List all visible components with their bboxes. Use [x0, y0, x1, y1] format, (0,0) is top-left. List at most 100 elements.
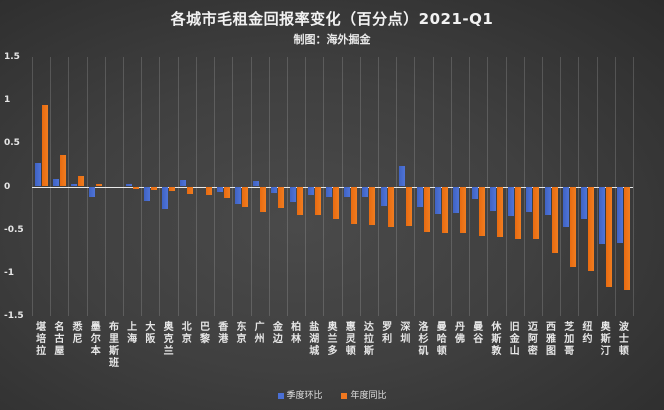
bar-yoy — [78, 176, 85, 187]
bar-qoq — [234, 186, 241, 204]
bar-qoq — [344, 186, 351, 197]
bar-qoq — [526, 186, 533, 213]
y-tick-label: 1 — [4, 95, 11, 106]
bar-yoy — [333, 186, 339, 220]
bar-qoq — [489, 186, 496, 211]
legend: 季度环比 年度同比 — [0, 388, 664, 401]
x-tick-label: 堪培拉 — [36, 322, 47, 357]
x-tick-label: 曼哈顿 — [436, 322, 447, 357]
x-tick-label: 巴黎 — [200, 322, 210, 345]
bar-qoq — [398, 165, 405, 187]
bar-yoy — [369, 186, 376, 226]
bar-yoy — [96, 183, 103, 187]
bar-qoq — [216, 186, 223, 192]
bar-yoy — [442, 186, 449, 234]
y-tick-label: 0 — [4, 181, 11, 192]
bar-yoy — [205, 186, 212, 196]
bar-yoy — [223, 186, 230, 198]
bar-yoy — [150, 186, 157, 190]
bar-yoy — [496, 186, 503, 238]
bar-qoq — [380, 186, 387, 207]
x-tick-label: 广州 — [254, 322, 265, 345]
bar-qoq — [125, 183, 132, 187]
bar-yoy — [387, 186, 394, 228]
bar-qoq — [362, 186, 369, 197]
bar-qoq — [89, 186, 96, 197]
bar-qoq — [271, 186, 278, 193]
bar-qoq — [253, 181, 260, 187]
legend-swatch-blue — [277, 392, 284, 399]
x-tick-label: 北京 — [181, 322, 192, 345]
bar-yoy — [478, 186, 485, 236]
bar-yoy — [260, 186, 267, 212]
x-tick-label: 休斯敦 — [491, 322, 502, 357]
chart-title: 各城市毛租金回报率变化（百分点）2021-Q1 — [170, 10, 494, 28]
bar-yoy — [587, 186, 594, 272]
bar-yoy — [132, 186, 139, 190]
x-tick-label: 悉尼 — [72, 322, 83, 345]
x-tick-label: 芝加哥 — [564, 322, 575, 357]
bar-qoq — [599, 186, 606, 245]
x-tick-label: 西雅图 — [546, 322, 557, 357]
x-tick-label: 金边 — [272, 322, 283, 345]
x-tick-label: 柏林 — [291, 322, 302, 345]
x-tick-label: 大阪 — [145, 322, 156, 345]
bar-qoq — [471, 186, 478, 199]
bar-yoy — [551, 186, 558, 253]
bar-yoy — [569, 186, 576, 267]
x-tick-label: 丹佛 — [454, 322, 465, 345]
bar-qoq — [617, 186, 624, 244]
x-tick-label: 惠灵顿 — [345, 322, 356, 357]
bar-yoy — [114, 186, 121, 187]
bar-yoy — [624, 186, 631, 291]
x-tick-label: 波士顿 — [618, 322, 629, 357]
bar-yoy — [41, 105, 48, 187]
legend-item-yoy: 年度同比 — [341, 388, 386, 401]
gridline — [633, 57, 634, 316]
x-tick-label: 纽约 — [582, 322, 593, 345]
x-tick-label: 洛杉矶 — [418, 322, 429, 357]
x-tick-label: 东京 — [236, 322, 247, 345]
bar-yoy — [515, 186, 522, 240]
bar-qoq — [143, 186, 150, 202]
chart-subtitle: 制图：海外掘金 — [293, 33, 371, 46]
bar-qoq — [180, 179, 187, 187]
y-tick-label: -1.5 — [4, 311, 24, 321]
x-tick-label: 香港 — [218, 322, 229, 345]
y-tick-label: 1.5 — [4, 52, 20, 62]
bar-qoq — [453, 186, 460, 214]
bar-qoq — [289, 186, 296, 203]
bar-qoq — [435, 186, 442, 215]
legend-item-qoq: 季度环比 — [277, 388, 323, 401]
bar-yoy — [278, 186, 285, 209]
x-tick-label: 墨尔本 — [90, 322, 101, 357]
bar-yoy — [314, 186, 321, 215]
zero-line — [32, 186, 633, 188]
y-tick-label: -1 — [4, 267, 14, 278]
bar-qoq — [162, 186, 169, 209]
x-tick-label: 罗利 — [382, 322, 393, 345]
legend-swatch-orange — [341, 392, 348, 399]
bar-yoy — [59, 154, 66, 187]
bar-qoq — [326, 186, 332, 197]
bar-qoq — [417, 186, 424, 208]
bar-yoy — [241, 186, 248, 208]
bar-qoq — [52, 178, 59, 187]
bar-yoy — [351, 186, 358, 224]
x-tick-label: 奥兰多 — [327, 322, 338, 357]
x-tick-label: 奥斯汀 — [600, 322, 611, 357]
bar-qoq — [580, 186, 587, 220]
x-tick-label: 布里斯班 — [108, 322, 119, 369]
x-tick-label: 深圳 — [400, 322, 411, 345]
x-tick-label: 达拉斯 — [363, 322, 374, 357]
bar-yoy — [405, 186, 412, 227]
bar-qoq — [71, 183, 78, 187]
y-tick-label: 0.5 — [4, 138, 20, 149]
bar-qoq — [307, 186, 314, 196]
bar-yoy — [606, 186, 613, 287]
x-tick-label: 旧金山 — [509, 322, 520, 357]
bar-qoq — [562, 186, 569, 228]
bar-qoq — [107, 186, 114, 187]
bar-qoq — [34, 163, 41, 187]
